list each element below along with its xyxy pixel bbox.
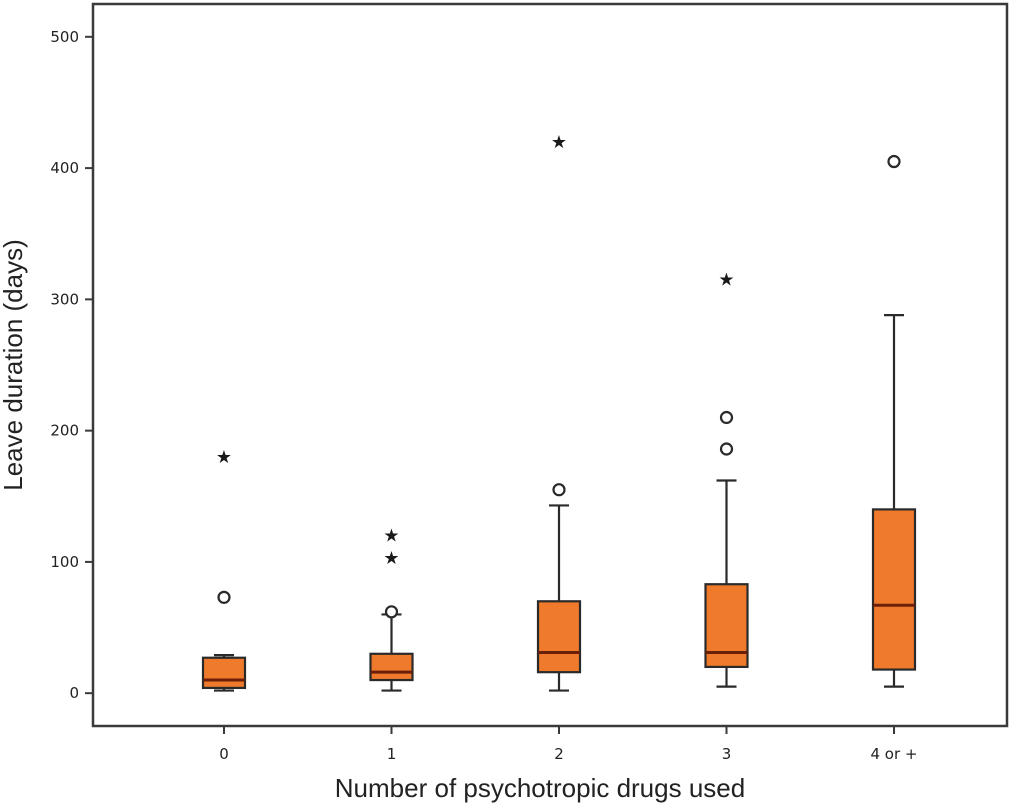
outlier-point (552, 483, 566, 497)
outlier-point (719, 442, 734, 456)
box-group: ★ (536, 132, 582, 692)
extreme-point: ★ (383, 548, 399, 569)
y-tick-label: 0 (69, 684, 79, 702)
box-series: ★★★★★ (201, 132, 917, 692)
extreme-point: ★ (216, 447, 232, 468)
outlier-point (887, 154, 901, 169)
x-tick-label: 1 (387, 745, 397, 763)
extreme-point: ★ (551, 132, 567, 153)
outlier-point (217, 590, 231, 604)
x-axis: 0 1 2 3 4 or + (219, 726, 918, 763)
y-tick-label: 400 (50, 159, 79, 177)
box (704, 583, 749, 669)
outlier-point (384, 605, 399, 619)
box-group: ★★ (369, 526, 414, 692)
x-axis-label: Number of psychotropic drugs used (335, 773, 745, 803)
box (201, 656, 247, 690)
x-tick-label: 2 (554, 745, 564, 763)
x-tick-label: 0 (219, 745, 229, 763)
box-group: ★ (201, 447, 247, 692)
box-group (871, 154, 917, 688)
box (871, 508, 917, 671)
y-tick-label: 200 (50, 422, 79, 440)
y-axis-label: Leave duration (days) (0, 239, 28, 490)
y-tick-label: 500 (50, 28, 79, 46)
outlier-point (719, 410, 734, 425)
y-tick-label: 100 (50, 553, 79, 571)
extreme-point: ★ (383, 526, 399, 547)
y-tick-label: 300 (50, 290, 79, 308)
box (536, 600, 582, 674)
extreme-point: ★ (718, 270, 734, 291)
box (369, 652, 414, 682)
box-group: ★ (704, 270, 749, 688)
x-tick-label: 3 (722, 745, 732, 763)
x-tick-label: 4 or + (871, 745, 918, 763)
y-axis: 0 100 200 300 400 500 (50, 28, 93, 702)
